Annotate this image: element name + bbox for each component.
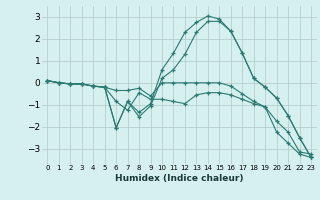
X-axis label: Humidex (Indice chaleur): Humidex (Indice chaleur) [115, 174, 244, 183]
